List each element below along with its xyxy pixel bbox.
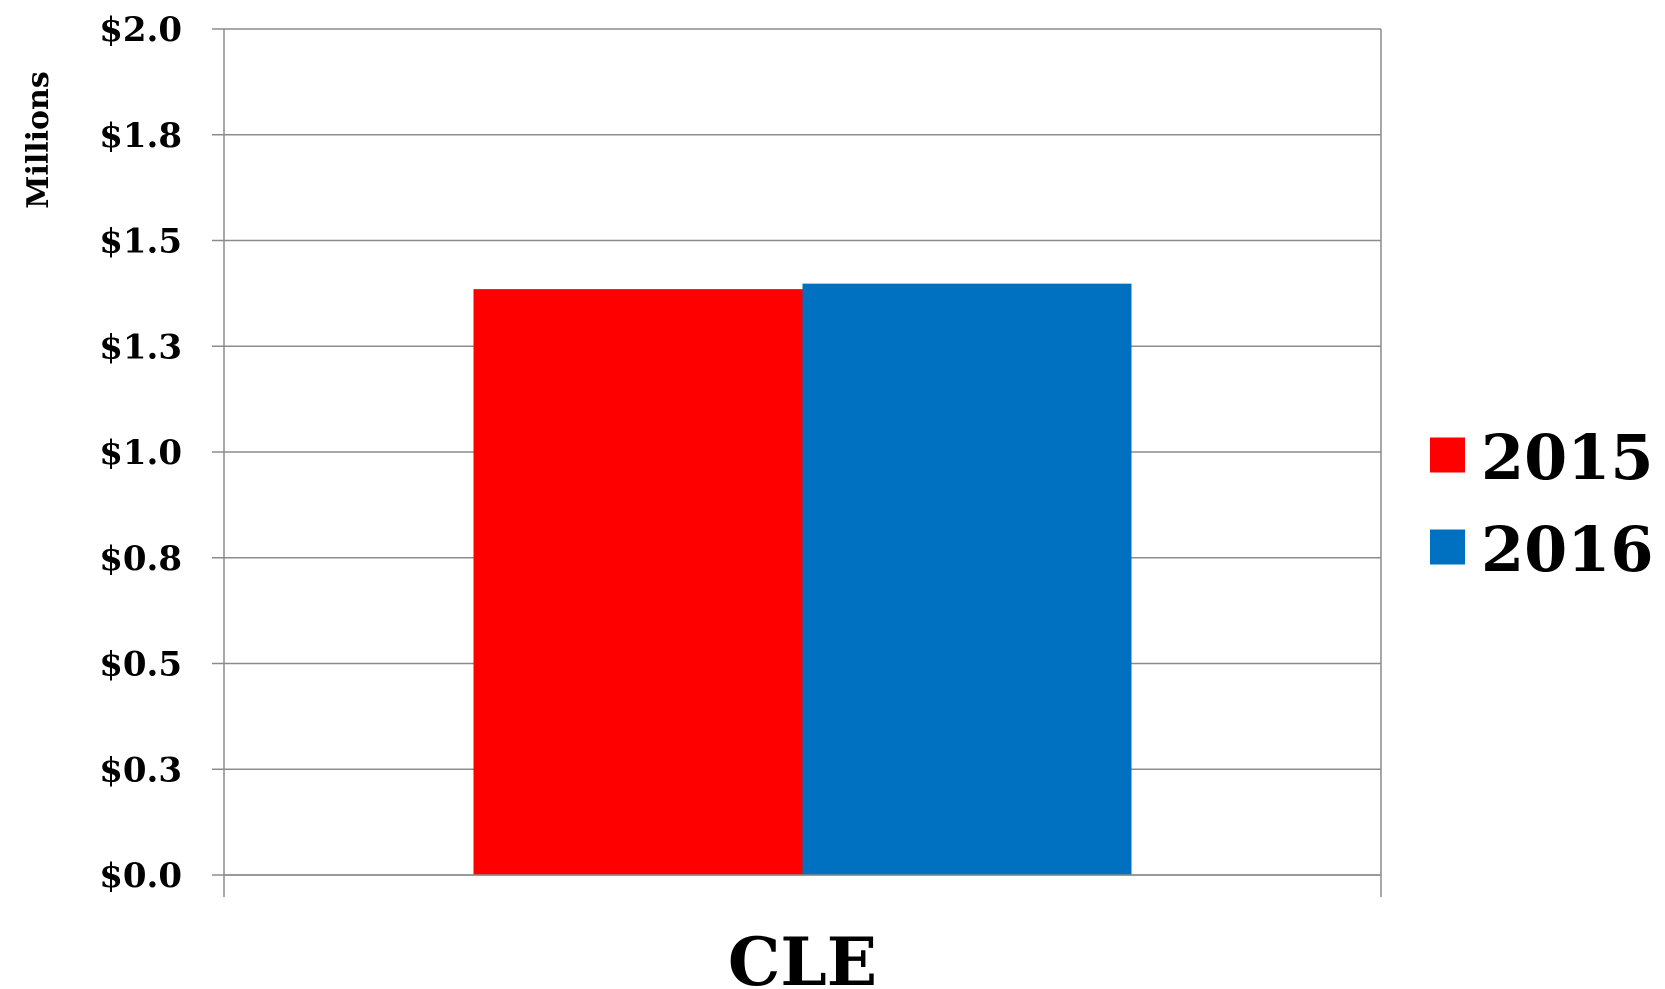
y-tick-label: $0.3 [99,750,182,790]
legend-swatch-2016 [1430,529,1465,565]
y-tick-label: $2.0 [99,10,182,50]
bar-2016-CLE [802,283,1132,875]
legend-label-2016: 2016 [1481,513,1654,586]
legend: 2015 2016 [1430,421,1654,586]
y-tick-label: $0.8 [99,539,182,579]
y-axis-tick-labels: $0.0 $0.3 $0.5 $0.8 $1.0 $1.3 $1.5 $1.8 $2.0 [99,10,182,896]
legend-swatch-2015 [1430,437,1465,473]
axes [212,28,1382,897]
y-axis-title: Millions [21,71,56,209]
y-tick-label: $1.5 [99,222,182,262]
y-tick-label: $1.3 [99,327,182,367]
bar-2015-CLE [473,289,803,875]
x-axis-category-labels: CLE [728,923,877,989]
legend-label-2015: 2015 [1481,421,1654,494]
x-category-label: CLE [728,923,877,989]
y-tick-label: $0.5 [99,645,182,685]
y-tick-label: $1.0 [99,433,182,473]
y-tick-label: $1.8 [99,116,182,156]
bars [473,283,1132,875]
y-tick-label: $0.0 [99,856,182,896]
